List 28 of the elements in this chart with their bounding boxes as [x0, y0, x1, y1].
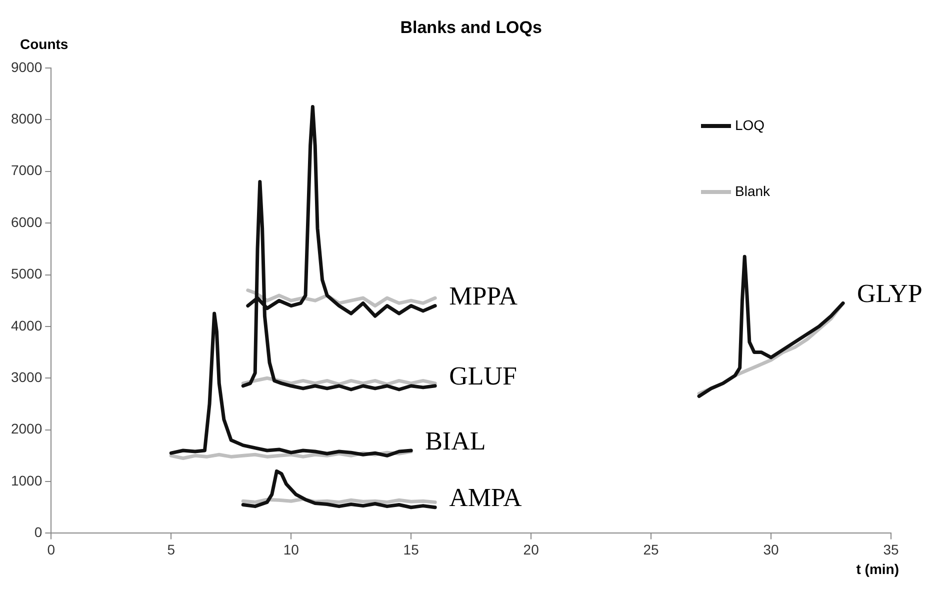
x-tick-label: 10	[283, 541, 300, 558]
x-tick-label: 20	[523, 541, 540, 558]
y-tick-label: 0	[34, 524, 42, 540]
annotation: BIAL	[425, 426, 486, 456]
annotation: AMPA	[449, 483, 522, 512]
y-tick-label: 9000	[10, 58, 42, 75]
x-tick-label: 15	[403, 541, 420, 558]
annotation: GLYP	[857, 279, 922, 308]
legend-label: Blank	[735, 182, 772, 199]
y-tick-label: 7000	[10, 162, 42, 178]
annotation: GLUF	[449, 362, 517, 391]
x-tick-label: 30	[763, 541, 780, 558]
x-tick-label: 0	[47, 541, 56, 558]
y-tick-label: 3000	[10, 368, 42, 385]
y-tick-label: 2000	[10, 420, 42, 437]
y-tick-label: 6000	[10, 214, 42, 230]
x-tick-label: 25	[643, 541, 660, 558]
y-axis-title: Counts	[20, 36, 68, 52]
x-axis-title: t (min)	[856, 561, 899, 578]
legend-label: LOQ	[735, 116, 765, 133]
y-tick-label: 5000	[10, 266, 42, 282]
y-tick-label: 1000	[10, 472, 42, 488]
y-tick-label: 8000	[10, 110, 42, 127]
x-tick-label: 5	[167, 541, 176, 558]
x-tick-label: 35	[883, 541, 899, 558]
annotation: MPPA	[449, 282, 518, 311]
chart-title: Blanks and LOQs	[400, 18, 542, 38]
y-tick-label: 4000	[10, 317, 42, 334]
